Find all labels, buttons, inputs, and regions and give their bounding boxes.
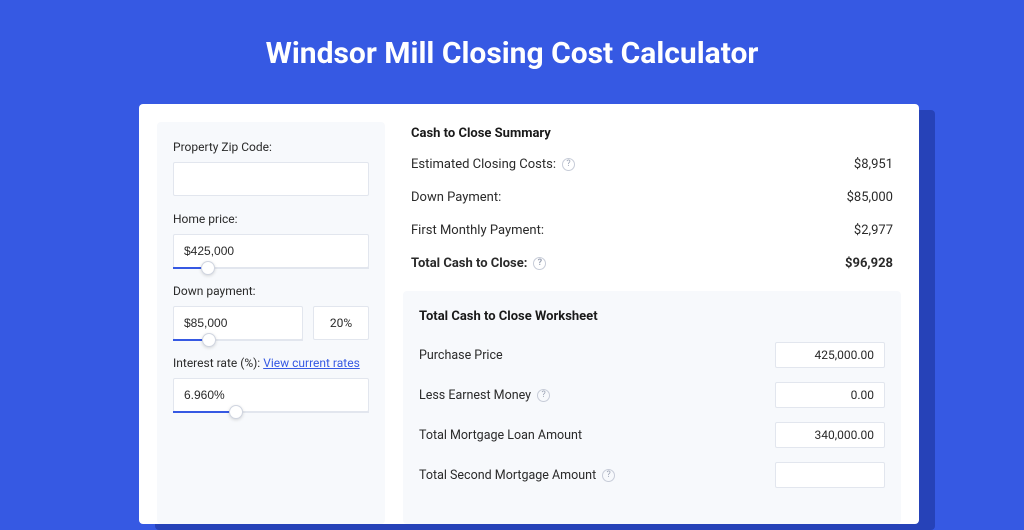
interest-rate-field-group: Interest rate (%): View current rates [173,356,369,412]
worksheet-row-value[interactable] [775,462,885,488]
summary-row-total: Total Cash to Close: ? $96,928 [411,256,893,271]
interest-rate-input[interactable] [173,378,369,412]
down-payment-input[interactable] [173,306,303,340]
down-payment-label: Down payment: [173,284,369,298]
zip-field-group: Property Zip Code: [173,140,369,196]
worksheet-row-value[interactable]: 0.00 [775,382,885,408]
worksheet-row-value[interactable]: 425,000.00 [775,342,885,368]
worksheet-row-earnest-money: Less Earnest Money ? 0.00 [419,382,885,408]
interest-rate-slider[interactable] [173,378,369,412]
summary-row-down-payment: Down Payment: $85,000 [411,190,893,205]
help-icon[interactable]: ? [602,469,615,482]
worksheet-panel: Total Cash to Close Worksheet Purchase P… [403,291,901,524]
summary-row-value: $2,977 [854,223,893,238]
help-icon[interactable]: ? [537,389,550,402]
interest-rate-label: Interest rate (%): View current rates [173,356,369,370]
form-panel: Property Zip Code: Home price: Down paym… [157,122,385,524]
worksheet-row-value[interactable]: 340,000.00 [775,422,885,448]
help-icon[interactable]: ? [533,257,546,270]
summary-row-value: $8,951 [854,157,893,172]
calculator-card: Property Zip Code: Home price: Down paym… [139,104,919,524]
zip-input[interactable] [173,162,369,196]
summary-total-value: $96,928 [845,256,893,271]
home-price-slider[interactable] [173,234,369,268]
summary-row-label: First Monthly Payment: [411,223,544,238]
summary-row-label: Estimated Closing Costs: [411,157,556,172]
worksheet-title: Total Cash to Close Worksheet [419,309,885,324]
results-panel: Cash to Close Summary Estimated Closing … [403,122,901,524]
summary-row-first-payment: First Monthly Payment: $2,977 [411,223,893,238]
slider-thumb[interactable] [201,261,215,275]
summary-title: Cash to Close Summary [411,126,893,141]
worksheet-row-label: Purchase Price [419,348,503,363]
down-payment-pct-input[interactable]: 20% [313,306,369,340]
zip-label: Property Zip Code: [173,140,369,154]
worksheet-row-second-mortgage: Total Second Mortgage Amount ? [419,462,885,488]
summary-row-label: Down Payment: [411,190,501,205]
slider-thumb[interactable] [229,405,243,419]
home-price-label: Home price: [173,212,369,226]
summary-total-label: Total Cash to Close: [411,256,527,271]
help-icon[interactable]: ? [562,158,575,171]
worksheet-row-label: Less Earnest Money [419,388,531,403]
worksheet-row-label: Total Mortgage Loan Amount [419,428,582,443]
summary-row-value: $85,000 [847,190,893,205]
interest-rate-label-text: Interest rate (%): [173,356,260,370]
slider-thumb[interactable] [202,333,216,347]
worksheet-row-mortgage-amount: Total Mortgage Loan Amount 340,000.00 [419,422,885,448]
view-rates-link[interactable]: View current rates [263,356,360,370]
summary-row-closing-costs: Estimated Closing Costs: ? $8,951 [411,157,893,172]
worksheet-row-label: Total Second Mortgage Amount [419,468,596,483]
down-payment-slider[interactable] [173,306,303,340]
slider-fill [173,411,236,413]
worksheet-row-purchase-price: Purchase Price 425,000.00 [419,342,885,368]
down-payment-field-group: Down payment: 20% [173,284,369,340]
home-price-field-group: Home price: [173,212,369,268]
page-title: Windsor Mill Closing Cost Calculator [0,0,1024,99]
summary-panel: Cash to Close Summary Estimated Closing … [403,122,901,291]
